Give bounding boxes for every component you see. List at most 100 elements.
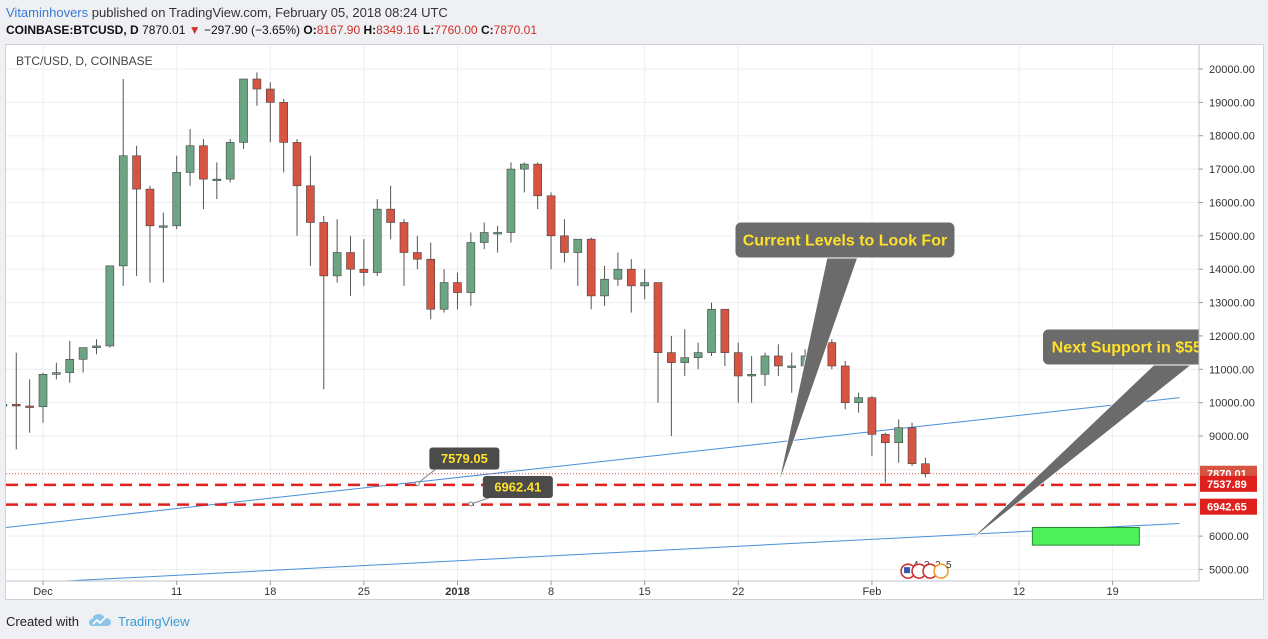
candle bbox=[319, 215, 329, 390]
candle bbox=[399, 219, 409, 286]
callout: Current Levels to Look For bbox=[734, 221, 956, 485]
candle bbox=[105, 265, 115, 348]
symbol-name: COINBASE:BTCUSD, D bbox=[6, 23, 139, 37]
candle bbox=[546, 192, 556, 270]
candle-body-down bbox=[199, 145, 208, 180]
x-tick-label: Dec bbox=[33, 586, 53, 598]
price-axis-tag-text: 6942.65 bbox=[1207, 502, 1247, 514]
price-label-anchor bbox=[468, 501, 474, 507]
candle bbox=[386, 185, 395, 240]
price-axis-tag bbox=[1200, 498, 1257, 515]
candle-body-down bbox=[413, 252, 422, 260]
candle bbox=[560, 219, 569, 263]
price-label-pointer bbox=[470, 497, 489, 505]
candle bbox=[252, 72, 262, 106]
candle bbox=[439, 269, 449, 313]
callout: Next Support in $5500-6000 Zone bbox=[965, 328, 1199, 545]
candle-body-up bbox=[520, 163, 529, 170]
candle-body-up bbox=[172, 172, 181, 227]
candle-body-down bbox=[386, 208, 395, 223]
x-tick-label: Feb bbox=[862, 586, 881, 598]
low-label: L: bbox=[422, 23, 435, 37]
candle-body-down bbox=[292, 142, 302, 187]
candle-body-down bbox=[907, 427, 917, 465]
event-badge-label: 5 bbox=[946, 560, 952, 571]
candle bbox=[720, 308, 730, 366]
event-badge: 5 bbox=[933, 560, 952, 579]
trendline bbox=[56, 522, 1180, 581]
symbol-info: COINBASE:BTCUSD, D 7870.01 ▼ −297.90 (−3… bbox=[6, 23, 537, 37]
candle-body-up bbox=[854, 397, 863, 403]
price-axis-tag-text: 7537.89 bbox=[1207, 479, 1247, 491]
candle-body-up bbox=[707, 308, 716, 353]
price-label-text: 6962.41 bbox=[494, 480, 541, 495]
price-axis-tag bbox=[1200, 475, 1257, 492]
y-tick-label: 19000.00 bbox=[1209, 97, 1255, 109]
y-tick-label: 18000.00 bbox=[1209, 131, 1255, 143]
support-zone-rect bbox=[1031, 526, 1140, 546]
candle-body-down bbox=[546, 195, 556, 237]
candle-body-down bbox=[453, 282, 462, 293]
candle-body-up bbox=[894, 427, 903, 444]
candle bbox=[292, 139, 302, 236]
author-link[interactable]: Vitaminhovers bbox=[6, 5, 89, 20]
candle-body-up bbox=[159, 225, 168, 228]
close-value: 7870.01 bbox=[493, 23, 538, 37]
candle bbox=[787, 352, 797, 393]
candle bbox=[894, 419, 903, 463]
candle-body-down bbox=[840, 365, 850, 403]
x-tick-label: 2018 bbox=[445, 586, 469, 598]
tradingview-link[interactable]: TradingView bbox=[118, 614, 190, 629]
candle-body-down bbox=[359, 268, 369, 273]
candle-body-up bbox=[506, 168, 516, 233]
x-tick-label: 12 bbox=[1013, 586, 1025, 598]
candle-body-up bbox=[787, 365, 797, 368]
candle bbox=[921, 457, 930, 478]
price-label-anchor bbox=[414, 480, 420, 486]
candle-body-down bbox=[265, 88, 275, 103]
y-tick-label: 10000.00 bbox=[1209, 398, 1255, 410]
candle bbox=[453, 272, 462, 310]
high-value: 8349.16 bbox=[376, 23, 420, 37]
candle-body-up bbox=[372, 208, 382, 273]
x-tick-label: 25 bbox=[358, 586, 370, 598]
candle bbox=[613, 252, 623, 286]
candle-body-up bbox=[6, 404, 8, 407]
candle-body-up bbox=[52, 372, 61, 375]
candle bbox=[212, 162, 222, 200]
candle bbox=[78, 347, 88, 373]
candle bbox=[506, 162, 516, 243]
event-badge-circle bbox=[933, 563, 949, 579]
candle bbox=[332, 219, 342, 283]
plot-area: Current Levels to Look For Next Support i… bbox=[6, 72, 1199, 581]
candle-body-up bbox=[693, 352, 703, 358]
y-tick-label: 13000.00 bbox=[1209, 298, 1255, 310]
candlestick-chart[interactable]: Current Levels to Look For Next Support i… bbox=[6, 45, 1263, 599]
x-tick-label: 22 bbox=[732, 586, 744, 598]
y-tick-label: 11000.00 bbox=[1209, 364, 1254, 376]
y-tick-label: 6000.00 bbox=[1209, 531, 1249, 543]
candle bbox=[840, 360, 850, 410]
candle bbox=[667, 335, 676, 437]
chart-title: BTC/USD, D, COINBASE bbox=[16, 54, 153, 68]
candle bbox=[346, 235, 355, 296]
chart-panel[interactable]: Current Levels to Look For Next Support i… bbox=[5, 44, 1264, 600]
candle bbox=[640, 269, 649, 300]
y-tick-label: 5000.00 bbox=[1209, 565, 1249, 577]
candle bbox=[92, 339, 101, 355]
candle bbox=[118, 79, 128, 286]
candle-body-down bbox=[11, 404, 21, 407]
candle bbox=[145, 185, 155, 283]
y-tick-label: 14000.00 bbox=[1209, 264, 1255, 276]
candle bbox=[132, 145, 141, 276]
candle-body-up bbox=[439, 282, 449, 310]
callout-text: Current Levels to Look For bbox=[743, 233, 947, 250]
candle bbox=[520, 162, 529, 193]
publish-info: Vitaminhovers published on TradingView.c… bbox=[6, 5, 448, 20]
candle-body-down bbox=[867, 397, 877, 435]
candle bbox=[747, 355, 756, 403]
flag-icon bbox=[904, 567, 911, 574]
header-bar: Vitaminhovers published on TradingView.c… bbox=[0, 0, 1268, 44]
candle-body-up bbox=[747, 374, 756, 377]
low-value: 7760.00 bbox=[434, 23, 478, 37]
